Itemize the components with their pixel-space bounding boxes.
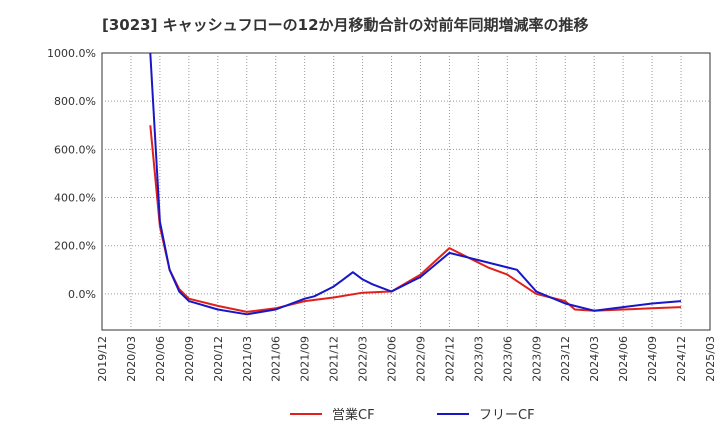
x-tick-label: 2019/12 (96, 336, 109, 382)
x-tick-label: 2023/12 (559, 336, 572, 382)
y-axis-ticks: 1000.0% 800.0% 600.0% 400.0% 200.0% 0.0% (47, 47, 96, 301)
x-tick-label: 2022/06 (386, 336, 399, 382)
x-tick-label: 2020/09 (183, 336, 196, 382)
x-tick-label: 2024/12 (675, 336, 688, 382)
x-tick-label: 2024/09 (646, 336, 659, 382)
x-tick-label: 2020/06 (154, 336, 167, 382)
y-tick-label: 1000.0% (47, 47, 96, 60)
y-tick-label: 600.0% (54, 143, 96, 156)
x-tick-label: 2022/12 (443, 336, 456, 382)
x-tick-label: 2021/03 (241, 336, 254, 382)
x-tick-label: 2021/12 (328, 336, 341, 382)
x-tick-label: 2021/09 (299, 336, 312, 382)
plot-area (101, 52, 711, 331)
x-tick-label: 2023/09 (530, 336, 543, 382)
legend-label-operating-cf: 営業CF (332, 407, 375, 423)
series-lines (149, 53, 682, 316)
legend-label-free-cf: フリーCF (479, 408, 535, 423)
x-tick-label: 2024/03 (588, 336, 601, 382)
x-tick-label: 2024/06 (617, 336, 630, 382)
x-tick-label: 2022/09 (414, 336, 427, 382)
x-axis-ticks: 2019/12 2020/03 2020/06 2020/09 2020/12 2021/… (96, 336, 717, 382)
x-tick-label: 2021/06 (270, 336, 283, 382)
y-tick-label: 0.0% (68, 288, 96, 301)
y-tick-label: 200.0% (54, 240, 96, 253)
x-tick-label: 2025/03 (704, 336, 717, 382)
grid-lines (102, 53, 710, 330)
x-tick-label: 2022/03 (357, 336, 370, 382)
x-tick-label: 2020/12 (212, 336, 225, 382)
x-tick-label: 2023/03 (472, 336, 485, 382)
y-tick-label: 400.0% (54, 192, 96, 205)
legend: 営業CF フリーCF (290, 407, 535, 423)
y-tick-label: 800.0% (54, 95, 96, 108)
x-tick-label: 2020/03 (125, 336, 138, 382)
x-tick-label: 2023/06 (501, 336, 514, 382)
series-line-operating-cf (149, 125, 682, 313)
chart-title: [3023] キャッシュフローの12か月移動合計の対前年同期増減率の推移 (102, 16, 589, 34)
series-line-free-cf (149, 53, 682, 316)
